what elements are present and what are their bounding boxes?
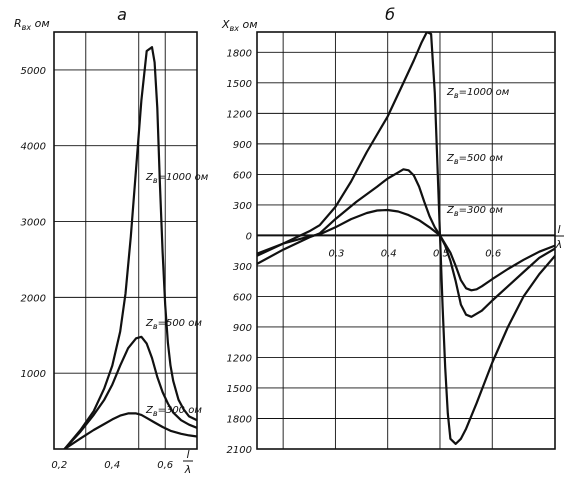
panel-b-y-tick-label: 2100: [227, 445, 252, 456]
panel-a-resistance-chart: 1000 2000 3000 4000 5000 0,2 0,4 0,6 а Rвх ом lλ Zв…: [14, 5, 209, 476]
panel-a-series-label-0: Zв=1000 ом: [145, 172, 209, 185]
panel-b-y-tick-label: 600: [233, 170, 252, 181]
panel-b-y-tick-label: 900: [233, 323, 252, 334]
panel-a-frame: [53, 31, 198, 450]
panel-b-y-tick-label: 300: [233, 262, 252, 273]
panel-b-reactance-chart: 1800 1500 1200 900 600 300 0 300 600 900 1200 1500 1…: [221, 5, 564, 456]
panel-a-y-tick-label: 4000: [21, 142, 46, 153]
panel-a-y-tick-label: 3000: [21, 218, 46, 229]
panel-b-y-tick-label: 1500: [227, 79, 252, 90]
panel-b-series-label-2: Zв=300 ом: [446, 205, 503, 218]
panel-a-y-tick-label: 2000: [21, 293, 46, 304]
panel-b-x-tick-label: 0,3: [328, 248, 344, 259]
x-axis-label-numerator: l: [186, 448, 189, 461]
panel-a-series-label-2: Zв=300 ом: [145, 405, 202, 418]
panel-b-y-tick-label: 1200: [227, 353, 252, 364]
panel-a-y-axis-label: Rвх ом: [14, 17, 50, 32]
panel-b-y-tick-label: 1800: [227, 48, 252, 59]
panel-b-y-tick-label: 0: [246, 231, 252, 242]
panel-b-series-label-1: Zв=500 ом: [446, 153, 503, 166]
panel-b-series-line-2: [257, 208, 555, 292]
panel-b-series-label-0: Zв=1000 ом: [446, 87, 510, 100]
x-axis-label-denominator: λ: [184, 463, 192, 476]
panel-b-y-tick-label: 600: [233, 292, 252, 303]
panel-b-x-tick-label: 0,4: [381, 248, 397, 259]
panel-b-y-axis-label: Xвх ом: [221, 18, 258, 33]
x-axis-label-numerator: l: [557, 223, 560, 236]
panel-b-x-tick-label: 0,6: [485, 248, 501, 259]
panel-a-series-line-1: [63, 335, 197, 449]
panel-b-y-tick-label: 300: [233, 201, 252, 212]
panel-b-frame: [256, 31, 556, 450]
panel-a-label: а: [117, 5, 127, 24]
panel-b-x-axis-label: lλ: [554, 223, 564, 251]
panel-b-series-line-0: [257, 32, 555, 445]
panel-b-y-tick-label: 900: [233, 140, 252, 151]
panel-a-series-line-0: [63, 46, 197, 449]
panel-a-y-tick-label: 1000: [21, 369, 46, 380]
panel-a-series-line-2: [63, 412, 197, 449]
x-axis-label-denominator: λ: [555, 238, 563, 251]
panel-b-y-tick-label: 1200: [227, 109, 252, 120]
panel-a-x-tick-label: 0,6: [157, 460, 173, 471]
panel-b-y-tick-label: 1800: [227, 414, 252, 425]
panel-a-y-tick-label: 5000: [21, 66, 46, 77]
panel-a-x-tick-label: 0,2: [51, 460, 67, 471]
panel-a-x-tick-label: 0,4: [104, 460, 120, 471]
panel-b-series-line-1: [257, 168, 555, 318]
panel-a-x-axis-label: lλ: [183, 448, 193, 476]
panel-a-series-label-1: Zв=500 ом: [145, 318, 202, 331]
panel-b-label: б: [385, 5, 395, 24]
panel-b-y-tick-label: 1500: [227, 384, 252, 395]
